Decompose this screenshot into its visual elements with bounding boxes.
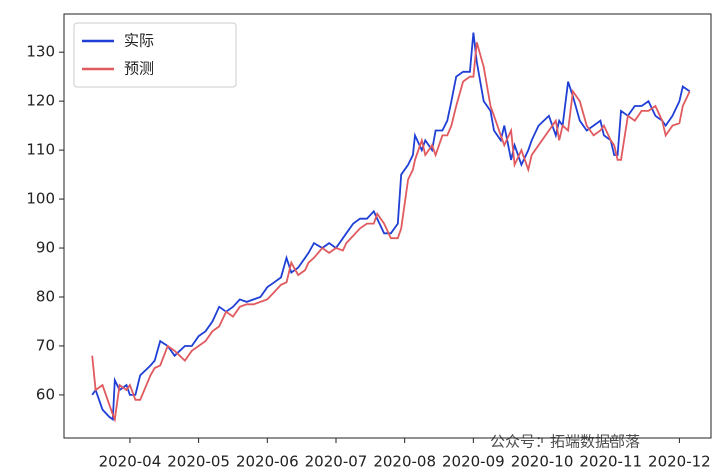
y-tick-label: 100 [26, 190, 55, 208]
x-tick-label: 2020-04 [99, 453, 162, 471]
x-tick-label: 2020-08 [373, 453, 436, 471]
x-tick-label: 2020-07 [305, 453, 368, 471]
y-tick-label: 70 [36, 336, 55, 354]
watermark: 公众号：拓端数据部落 [490, 433, 640, 451]
series-line [91, 42, 691, 423]
legend-label: 预测 [124, 60, 154, 78]
y-tick-label: 120 [26, 92, 55, 110]
x-tick-label: 2020-10 [511, 453, 574, 471]
x-tick-label: 2020-12 [648, 453, 711, 471]
x-tick-label: 2020-05 [167, 453, 230, 471]
y-tick-label: 130 [26, 43, 55, 61]
y-tick-label: 110 [26, 141, 55, 159]
x-tick-label: 2020-11 [579, 453, 642, 471]
y-tick-label: 80 [36, 287, 55, 305]
series-line [91, 32, 691, 422]
legend-box [73, 22, 237, 88]
legend-label: 实际 [124, 32, 154, 50]
y-tick-label: 60 [36, 385, 55, 403]
y-tick-label: 90 [36, 239, 55, 257]
x-tick-label: 2020-09 [442, 453, 505, 471]
x-tick-label: 2020-06 [236, 453, 299, 471]
plot-frame [63, 13, 712, 439]
